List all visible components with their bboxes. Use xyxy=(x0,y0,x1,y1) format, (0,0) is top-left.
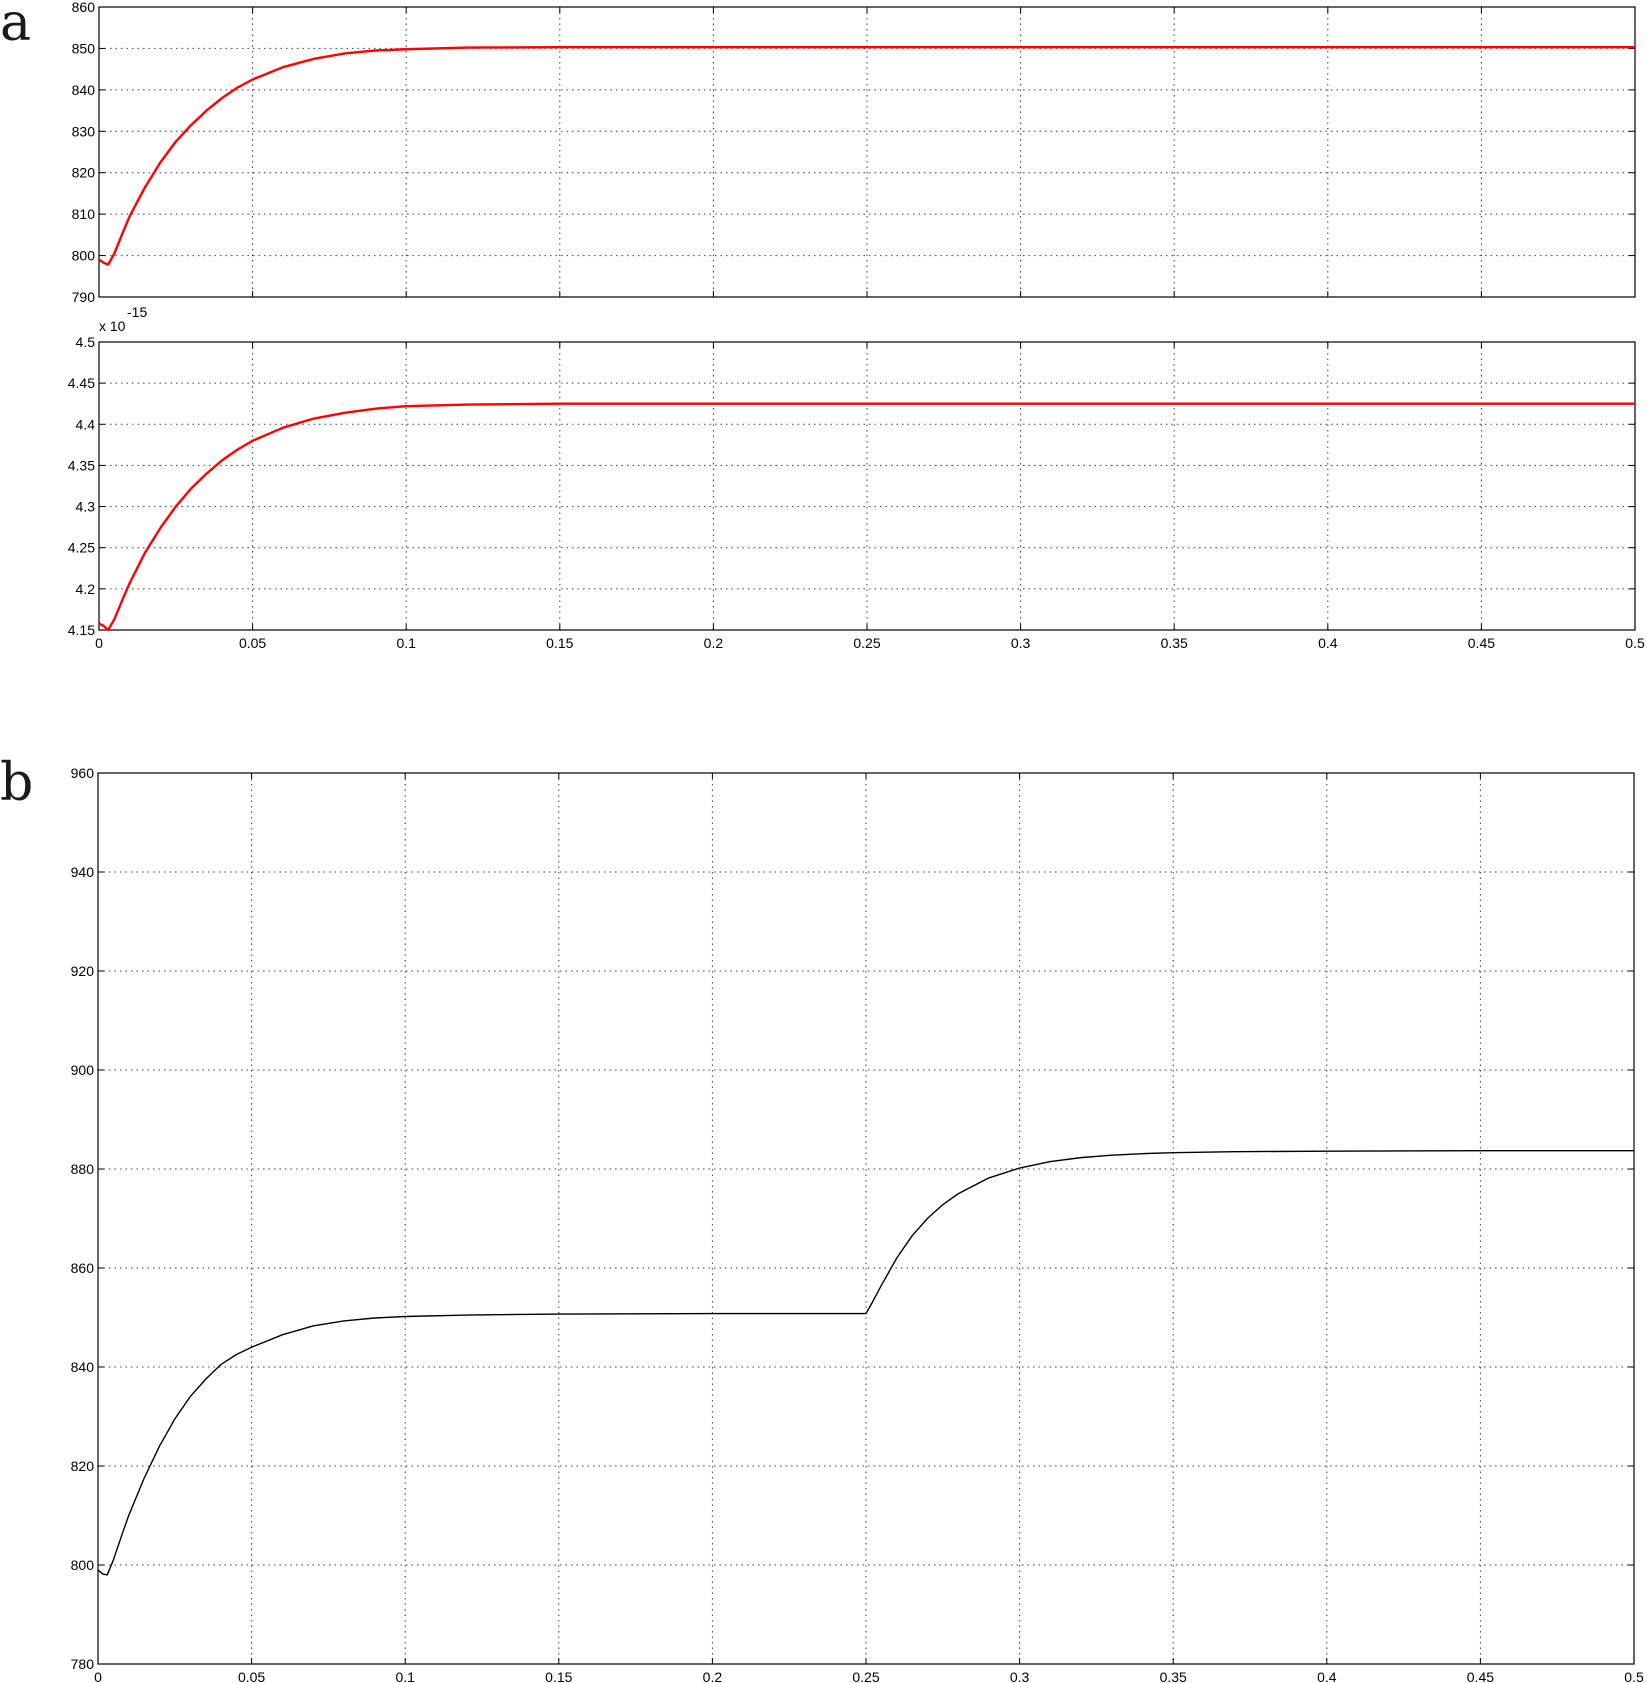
x-tick-label: 0.2 xyxy=(703,1669,723,1683)
exponent-power: -15 xyxy=(127,304,147,320)
plot-frame xyxy=(98,6,1636,298)
x-tick-label: 0.1 xyxy=(395,1669,415,1683)
y-tick-label: 4.15 xyxy=(68,622,95,638)
y-tick-label: 810 xyxy=(72,206,96,222)
series-line xyxy=(97,1149,1634,1576)
y-tick-label: 790 xyxy=(72,289,96,305)
y-tick-label: 800 xyxy=(71,1557,95,1573)
x-tick-label: 0.45 xyxy=(1467,1669,1494,1683)
y-tick-label: 860 xyxy=(72,0,96,15)
panel-label-a: a xyxy=(0,0,31,53)
x-tick-label: 0.25 xyxy=(852,1669,879,1683)
y-tick-label: 860 xyxy=(71,1260,95,1276)
y-tick-label: 780 xyxy=(71,1656,95,1672)
y-tick-label: 920 xyxy=(71,963,95,979)
x-tick-label: 0.4 xyxy=(1318,635,1338,651)
x-tick-label: 0.25 xyxy=(853,635,880,651)
y-tick-label: 4.2 xyxy=(76,581,96,597)
x-tick-label: 0 xyxy=(95,635,103,651)
x-tick-label: 0.15 xyxy=(545,1669,572,1683)
x-tick-label: 0.05 xyxy=(239,635,266,651)
chart-a-top: 790 800 810 820 830 840 850 860 xyxy=(72,0,1636,305)
chart-b: 0 0.05 0.1 0.15 0.2 0.25 0.3 0.35 0.4 0.45 0.5 780 8… xyxy=(71,765,1644,1683)
y-tick-label: 4.3 xyxy=(76,499,96,515)
x-tick-label: 0.5 xyxy=(1625,635,1645,651)
x-tick-label: 0.45 xyxy=(1468,635,1495,651)
x-tick-label: 0.3 xyxy=(1011,635,1031,651)
x-tick-label: 0.4 xyxy=(1317,1669,1337,1683)
x-tick-label: 0.35 xyxy=(1161,635,1188,651)
series-line xyxy=(98,45,1635,266)
y-tick-label: 4.45 xyxy=(68,375,95,391)
y-tick-label: 4.35 xyxy=(68,457,95,473)
panel-label-b: b xyxy=(0,753,33,813)
series-line xyxy=(98,402,1635,632)
y-tick-label: 4.5 xyxy=(76,334,96,350)
x-tick-label: 0 xyxy=(94,1669,102,1683)
x-tick-label: 0.05 xyxy=(238,1669,265,1683)
x-tick-label: 0.35 xyxy=(1160,1669,1187,1683)
y-tick-label: 800 xyxy=(72,248,96,264)
y-tick-label: 900 xyxy=(71,1062,95,1078)
x-tick-label: 0.2 xyxy=(704,635,724,651)
y-tick-label: 840 xyxy=(71,1359,95,1375)
y-tick-label: 4.25 xyxy=(68,540,95,556)
y-tick-label: 840 xyxy=(72,82,96,98)
x-tick-label: 0.15 xyxy=(546,635,573,651)
x-tick-label: 0.1 xyxy=(396,635,416,651)
exponent-base: x 10 xyxy=(99,318,126,334)
y-tick-label: 4.4 xyxy=(76,416,96,432)
x-tick-label: 0.5 xyxy=(1624,1669,1644,1683)
y-tick-label: 880 xyxy=(71,1161,95,1177)
y-tick-label: 940 xyxy=(71,864,95,880)
chart-a-bottom: 0 0.05 0.1 0.15 0.2 0.25 0.3 0.35 0.4 0.45 0.5 4.15… xyxy=(68,334,1645,651)
x-tick-label: 0.3 xyxy=(1010,1669,1030,1683)
y-tick-label: 960 xyxy=(71,765,95,781)
y-tick-label: 820 xyxy=(71,1458,95,1474)
y-tick-label: 820 xyxy=(72,165,96,181)
y-tick-label: 850 xyxy=(72,40,96,56)
y-tick-label: 830 xyxy=(72,123,96,139)
